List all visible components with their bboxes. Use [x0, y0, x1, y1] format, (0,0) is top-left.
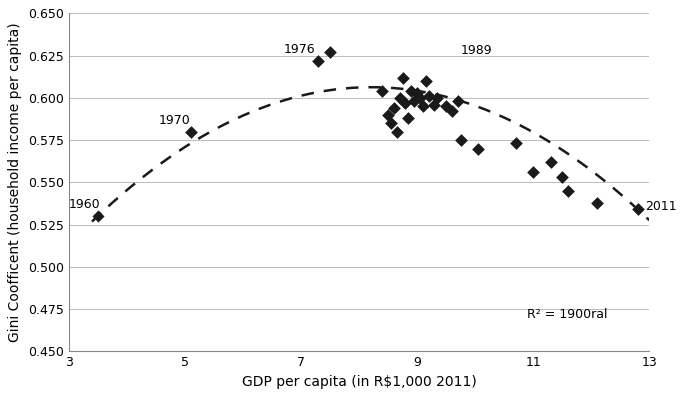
Point: [557, 174, 568, 180]
Point: [527, 169, 538, 175]
Point: [414, 94, 425, 101]
Point: [545, 159, 556, 165]
Point: [429, 101, 440, 108]
Point: [391, 128, 402, 135]
Point: [400, 100, 411, 106]
Point: [394, 94, 405, 101]
Point: [440, 103, 451, 110]
Point: [409, 98, 420, 104]
Text: 1976: 1976: [284, 42, 315, 56]
Point: [325, 49, 336, 55]
Point: [382, 112, 393, 118]
Point: [562, 187, 573, 194]
Text: 1989: 1989: [460, 44, 493, 57]
Point: [406, 88, 416, 94]
Point: [455, 137, 466, 143]
Text: 2011: 2011: [645, 200, 676, 213]
Point: [423, 93, 434, 99]
Point: [447, 108, 458, 114]
Point: [377, 88, 388, 94]
Point: [632, 206, 643, 212]
Point: [417, 103, 428, 110]
Point: [510, 140, 521, 146]
Point: [388, 105, 399, 111]
Text: 1960: 1960: [68, 198, 101, 211]
Point: [185, 128, 196, 135]
Point: [473, 145, 484, 152]
Point: [386, 120, 397, 126]
Point: [592, 199, 603, 206]
Point: [92, 213, 103, 219]
X-axis label: GDP per capita (in R$1,000 2011): GDP per capita (in R$1,000 2011): [242, 375, 476, 389]
Text: R² = 1900ral: R² = 1900ral: [527, 308, 608, 321]
Point: [403, 115, 414, 121]
Y-axis label: Gini Coofficent (household income per capita): Gini Coofficent (household income per ca…: [8, 23, 23, 342]
Point: [432, 94, 443, 101]
Point: [397, 74, 408, 81]
Point: [452, 98, 463, 104]
Point: [421, 78, 432, 84]
Point: [313, 58, 324, 64]
Point: [412, 90, 423, 96]
Text: 1970: 1970: [159, 114, 190, 127]
